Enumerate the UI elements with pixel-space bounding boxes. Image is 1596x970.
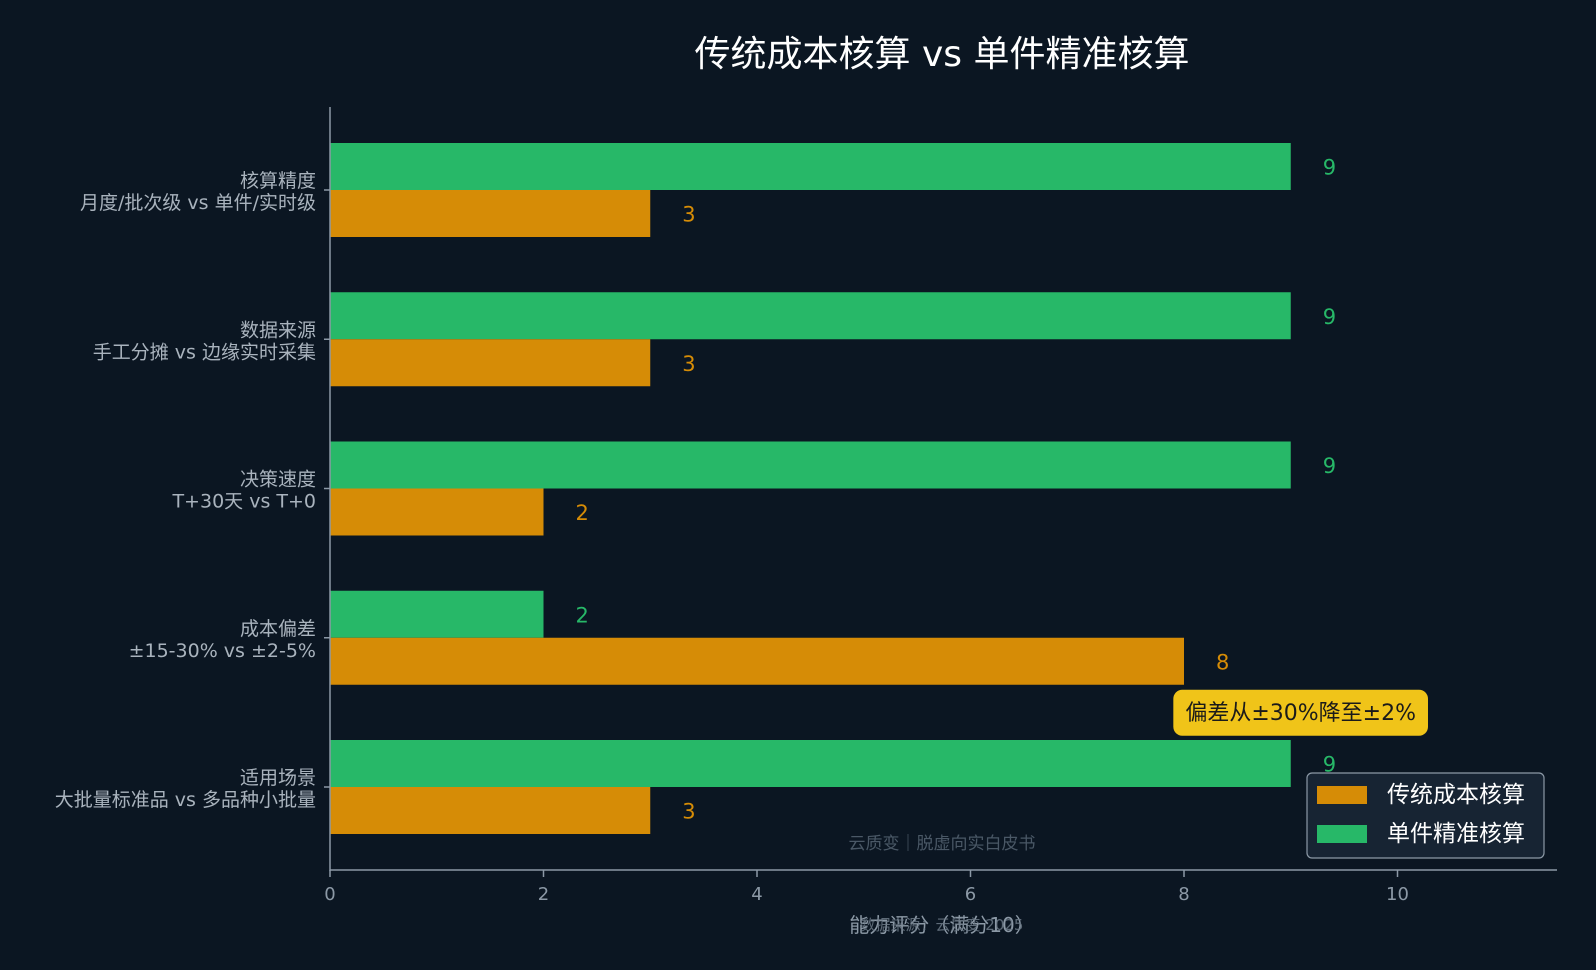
x-tick-label: 4 (751, 884, 762, 905)
value-label-precise: 9 (1323, 454, 1336, 478)
value-label-precise: 9 (1323, 305, 1336, 329)
x-tick-label: 2 (538, 884, 549, 905)
legend-label-precise: 单件精准核算 (1387, 821, 1525, 847)
x-tick-label: 0 (324, 884, 335, 905)
annotation-text: 偏差从±30%降至±2% (1185, 701, 1416, 726)
value-label-precise: 9 (1323, 156, 1336, 180)
legend-label-traditional: 传统成本核算 (1387, 782, 1525, 808)
bar-traditional (330, 637, 1184, 685)
category-title: 核算精度 (240, 170, 316, 192)
category-subtitle: 月度/批次级 vs 单件/实时级 (80, 192, 316, 214)
value-label-traditional: 3 (682, 800, 695, 824)
value-label-precise: 9 (1323, 753, 1336, 777)
category-subtitle: T+30天 vs T+0 (171, 491, 316, 513)
watermark: 云质变｜脱虚向实白皮书 (849, 834, 1036, 854)
category-title: 成本偏差 (240, 618, 316, 640)
bar-precise (330, 740, 1291, 787)
value-label-traditional: 2 (576, 501, 589, 525)
legend-swatch-precise (1317, 825, 1367, 843)
bar-precise (330, 441, 1291, 489)
legend: 传统成本核算 单件精准核算 (1306, 772, 1545, 859)
annotation-box (1173, 689, 1428, 736)
value-label-traditional: 8 (1216, 650, 1229, 674)
bar-traditional (330, 488, 544, 536)
x-ticks-layer: 0 2 4 6 8 10 (324, 870, 1409, 905)
category-subtitle: ±15-30% vs ±2-5% (129, 640, 316, 662)
bar-precise (330, 292, 1291, 340)
category-title: 适用场景 (240, 767, 316, 789)
bar-precise (330, 590, 544, 638)
value-label-precise: 2 (576, 603, 589, 627)
source-note: 数据来源：云质变 2025 (861, 916, 1024, 934)
annotation-callout: 偏差从±30%降至±2% (1173, 689, 1428, 736)
bar-precise (330, 143, 1291, 190)
x-axis-label: 能力评分（满分10） (849, 913, 1034, 937)
legend-swatch-traditional (1317, 786, 1367, 804)
chart-title: 传统成本核算 vs 单件精准核算 (695, 34, 1190, 75)
value-labels-layer: 9 3 9 3 9 2 2 8 9 3 (576, 156, 1337, 824)
category-title: 决策速度 (240, 469, 316, 491)
bars-layer (330, 143, 1291, 834)
value-label-traditional: 3 (682, 203, 695, 227)
value-label-traditional: 3 (682, 352, 695, 376)
x-tick-label: 10 (1386, 884, 1409, 905)
bar-traditional (330, 787, 651, 834)
category-title: 数据来源 (240, 319, 316, 341)
x-tick-label: 6 (965, 884, 976, 905)
bar-traditional (330, 339, 651, 387)
category-subtitle: 手工分摊 vs 边缘实时采集 (93, 341, 316, 363)
category-subtitle: 大批量标准品 vs 多品种小批量 (55, 789, 316, 811)
bar-traditional (330, 190, 651, 237)
x-tick-label: 8 (1178, 884, 1189, 905)
